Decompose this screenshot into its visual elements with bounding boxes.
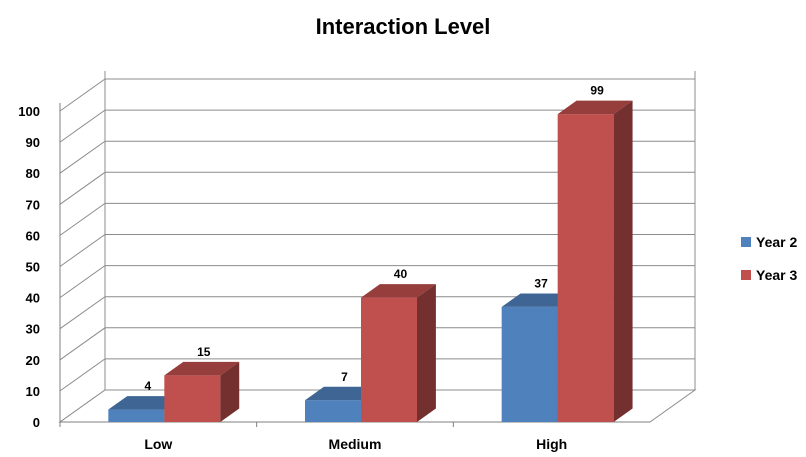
bar-year-3-medium-top bbox=[361, 284, 436, 298]
bar-year-3-low bbox=[164, 361, 240, 422]
data-label: 15 bbox=[197, 345, 211, 359]
x-category-label: Low bbox=[144, 436, 172, 452]
bar-year-3-low-front bbox=[164, 375, 221, 422]
bar-year-3-medium-front bbox=[361, 297, 417, 422]
bar-year-3-high-front bbox=[557, 114, 614, 423]
y-tick-label: 50 bbox=[26, 260, 40, 275]
y-tick-label: 90 bbox=[26, 135, 40, 150]
data-label: 7 bbox=[341, 370, 348, 384]
y-tick-label: 0 bbox=[33, 415, 40, 430]
bar-year-3-high-side bbox=[613, 100, 633, 423]
legend-swatch-year-3 bbox=[741, 270, 751, 280]
bar-year-3-low-top bbox=[164, 361, 240, 376]
bar-year-2-low-front bbox=[108, 409, 165, 422]
bar-year-3-medium-side bbox=[417, 284, 436, 422]
bar-year-3-low-side bbox=[220, 361, 240, 422]
y-tick-label: 70 bbox=[26, 197, 40, 212]
labels: 4 15 7 40 37 99 bbox=[144, 84, 604, 393]
x-category-label: Medium bbox=[329, 436, 382, 452]
data-label: 4 bbox=[144, 379, 151, 393]
axes: 0 10 20 30 40 50 60 70 80 90 100 Low Medium High bbox=[18, 103, 650, 452]
chart-title: Interaction Level bbox=[315, 14, 491, 39]
y-tick-label: 60 bbox=[26, 228, 40, 243]
x-category-label: High bbox=[536, 436, 567, 452]
data-label: 37 bbox=[534, 276, 548, 290]
bar-year-3-medium bbox=[361, 284, 436, 422]
bar-year-2-medium-front bbox=[305, 400, 361, 422]
data-label: 40 bbox=[394, 267, 408, 281]
y-tick-label: 20 bbox=[26, 353, 40, 368]
legend: Year 2 Year 3 bbox=[741, 234, 797, 283]
legend-label-year-3: Year 3 bbox=[756, 267, 797, 283]
bar-year-3-high-top bbox=[557, 100, 633, 115]
y-tick-label: 100 bbox=[18, 104, 40, 119]
y-tick-label: 80 bbox=[26, 166, 40, 181]
bar-year-2-high-front bbox=[501, 306, 558, 422]
legend-label-year-2: Year 2 bbox=[756, 234, 797, 250]
bars bbox=[108, 100, 633, 423]
legend-swatch-year-2 bbox=[741, 237, 751, 247]
y-tick-label: 30 bbox=[26, 322, 40, 337]
y-tick-label: 40 bbox=[26, 291, 40, 306]
data-label: 99 bbox=[590, 84, 604, 98]
bar-year-3-high bbox=[557, 100, 633, 423]
y-tick-label: 10 bbox=[26, 384, 40, 399]
